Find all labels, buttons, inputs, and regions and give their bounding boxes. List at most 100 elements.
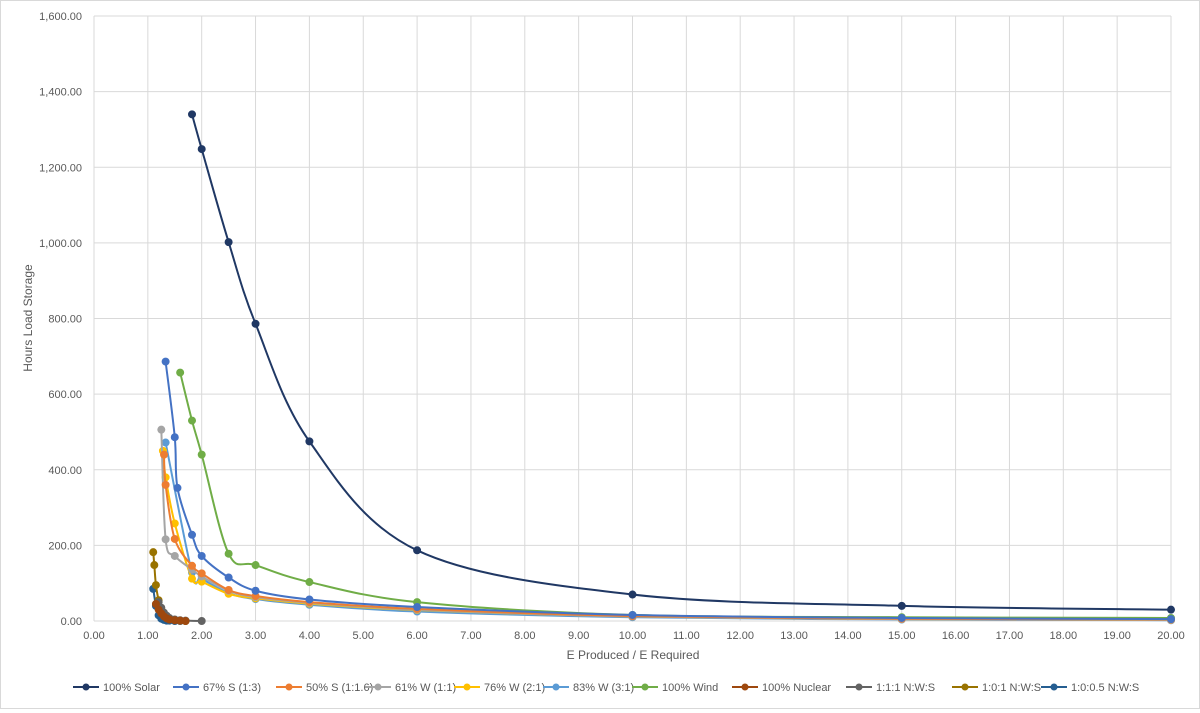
- legend-label: 83% W (3:1): [573, 682, 634, 694]
- data-point: [170, 534, 179, 543]
- data-point: [161, 480, 170, 489]
- x-tick-label: 18.00: [1050, 630, 1078, 642]
- x-tick-label: 14.00: [834, 630, 862, 642]
- data-point: [413, 603, 422, 612]
- data-point: [173, 483, 182, 492]
- axes: 0.00 1.00 2.00 3.00 4.00 5.00 6.00 7.00 8.00 9.00…: [39, 11, 1185, 642]
- series-group: [161, 357, 1175, 624]
- data-point: [197, 551, 206, 560]
- data-point: [224, 585, 233, 594]
- x-tick-label: 13.00: [780, 630, 808, 642]
- x-tick-label: 17.00: [996, 630, 1024, 642]
- data-point: [188, 416, 197, 425]
- x-tick-label: 19.00: [1103, 630, 1131, 642]
- data-point: [305, 437, 314, 446]
- data-point: [305, 578, 314, 587]
- x-tick-label: 12.00: [726, 630, 754, 642]
- data-point: [181, 617, 190, 625]
- legend-marker-swatch: [463, 683, 471, 691]
- legend-item: 1:0:0.5 N:W:S: [1041, 682, 1139, 694]
- series-group: [157, 425, 1175, 624]
- legend-label: 100% Nuclear: [762, 682, 831, 694]
- series-line: [160, 429, 1172, 621]
- series-line: [163, 454, 1172, 621]
- legend-label: 100% Solar: [103, 682, 160, 694]
- series-line: [191, 114, 1172, 611]
- x-tick-label: 3.00: [245, 630, 266, 642]
- legend-label: 1:0:0.5 N:W:S: [1071, 682, 1139, 694]
- legend-label: 67% S (1:3): [203, 682, 261, 694]
- series-group: [188, 110, 1175, 614]
- data-point: [188, 110, 197, 119]
- data-point: [897, 613, 906, 622]
- series-group: [176, 368, 1175, 622]
- data-point: [188, 561, 197, 570]
- data-point: [1167, 605, 1175, 614]
- data-point: [161, 357, 170, 366]
- y-axis-title: Hours Load Storage: [21, 264, 35, 372]
- x-tick-label: 20.00: [1157, 630, 1185, 642]
- data-point: [160, 450, 169, 459]
- y-tick-label: 0.00: [61, 616, 82, 628]
- data-point: [224, 573, 233, 582]
- series-line: [179, 372, 1172, 619]
- data-point: [197, 617, 206, 625]
- y-tick-label: 1,200.00: [39, 162, 82, 174]
- data-point: [628, 610, 637, 619]
- x-tick-label: 7.00: [460, 630, 481, 642]
- legend-item: 76% W (2:1): [454, 682, 545, 694]
- data-point: [251, 319, 260, 328]
- legend-item: 50% S (1:1.6): [276, 682, 373, 694]
- data-point: [413, 546, 422, 555]
- legend-label: 100% Wind: [662, 682, 718, 694]
- data-point: [251, 561, 260, 570]
- data-point: [188, 530, 197, 539]
- legend-marker-swatch: [182, 683, 190, 691]
- x-tick-label: 9.00: [568, 630, 589, 642]
- x-tick-label: 1.00: [137, 630, 158, 642]
- data-point: [188, 574, 197, 583]
- gridlines: [93, 15, 1172, 622]
- x-tick-label: 6.00: [406, 630, 427, 642]
- series-group: [161, 438, 1175, 625]
- y-tick-label: 1,400.00: [39, 87, 82, 99]
- data-point: [149, 548, 158, 557]
- x-tick-label: 15.00: [888, 630, 916, 642]
- legend-marker-swatch: [961, 683, 969, 691]
- data-point: [1167, 615, 1175, 624]
- x-tick-label: 2.00: [191, 630, 212, 642]
- legend-label: 1:0:1 N:W:S: [982, 682, 1041, 694]
- y-tick-label: 400.00: [48, 465, 82, 477]
- legend-marker-swatch: [374, 683, 382, 691]
- x-tick-label: 5.00: [353, 630, 374, 642]
- data-point: [150, 561, 159, 570]
- data-point: [224, 549, 233, 558]
- x-tick-label: 8.00: [514, 630, 535, 642]
- data-point: [628, 590, 637, 599]
- data-point: [224, 238, 233, 247]
- data-point: [170, 551, 179, 560]
- series-line: [164, 361, 1172, 621]
- legend: 100% Solar 67% S (1:3) 50% S (1:1.6) 61% W …: [73, 682, 1139, 694]
- x-tick-label: 11.00: [673, 630, 700, 642]
- series-line: [161, 450, 1172, 621]
- legend-item: 100% Nuclear: [732, 682, 831, 694]
- x-tick-label: 4.00: [299, 630, 320, 642]
- legend-item: 67% S (1:3): [173, 682, 261, 694]
- x-tick-label: 10.00: [619, 630, 647, 642]
- series-line: [164, 442, 1172, 622]
- x-tick-label: 0.00: [83, 630, 104, 642]
- y-tick-label: 1,000.00: [39, 238, 82, 250]
- legend-item: 1:1:1 N:W:S: [846, 682, 935, 694]
- y-tick-label: 1,600.00: [39, 11, 82, 23]
- series-area: [149, 110, 1175, 625]
- legend-marker-swatch: [741, 683, 749, 691]
- legend-marker-swatch: [641, 683, 649, 691]
- legend-label: 50% S (1:1.6): [306, 682, 373, 694]
- legend-marker-swatch: [82, 683, 90, 691]
- data-point: [197, 450, 206, 459]
- data-point: [305, 595, 314, 604]
- y-tick-label: 200.00: [48, 540, 82, 552]
